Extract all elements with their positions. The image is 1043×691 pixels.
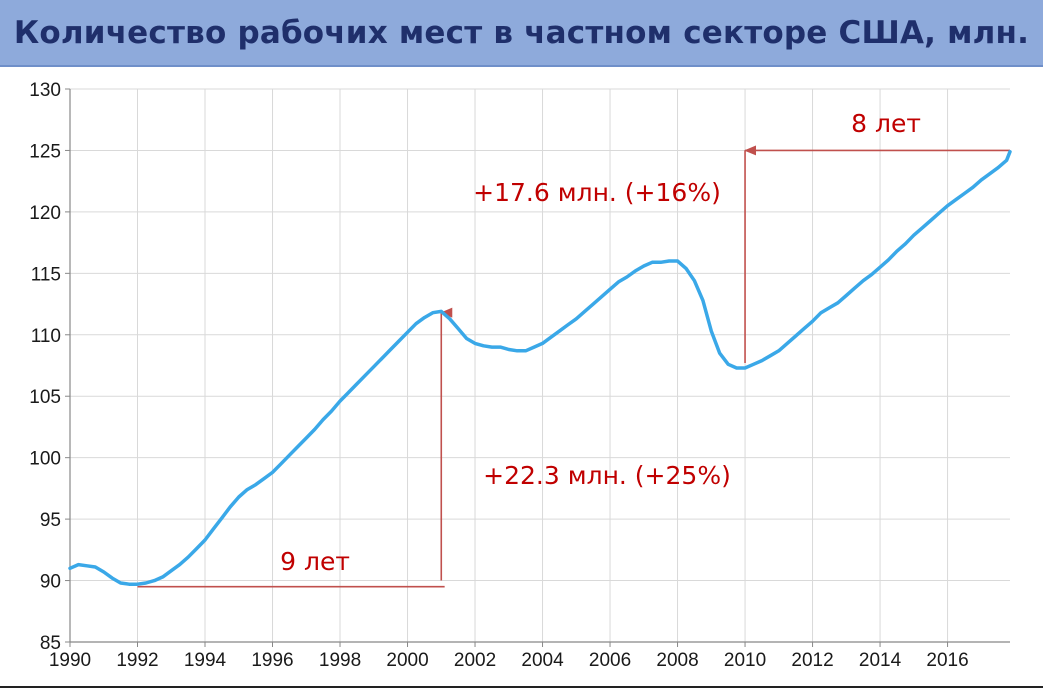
x-tick-label: 2014 [859,650,902,671]
x-tick-label: 2004 [521,650,564,671]
grid [69,88,1010,643]
annotation-growth-2010-2017: +17.6 млн. (+16%) [473,178,721,207]
x-tick-label: 2002 [454,650,496,671]
annotation-growth-1992-2001: +22.3 млн. (+25%) [483,461,731,490]
x-tick-label: 2010 [724,650,766,671]
bottom-border [0,686,1043,688]
axes: 85 90 95 100 105 110 115 120 125 130 1990 1992 1994 1… [29,80,1010,671]
x-tick-label: 1990 [49,650,91,671]
x-tick-label: 1992 [116,650,158,671]
title-bar: Количество рабочих мест в частном сектор… [0,0,1043,67]
x-tick-label: 1996 [251,650,293,671]
y-tick-label: 125 [29,141,61,162]
y-tick-label: 90 [40,572,61,593]
y-tick-label: 115 [31,264,61,285]
x-tick-label: 1998 [319,650,361,671]
y-tick-label: 95 [40,510,61,531]
series-line [68,149,1012,586]
x-tick-label: 2000 [386,650,428,671]
series-layer [68,149,1012,586]
annotation-eight-years: 8 лет [851,109,921,138]
line-chart: 85 90 95 100 105 110 115 120 125 130 1990 1992 1994 1… [29,80,1012,671]
x-tick-label: 2016 [926,650,968,671]
x-tick-label: 2008 [656,650,698,671]
x-tick-label: 2006 [589,650,631,671]
y-tick-label: 105 [29,387,61,408]
y-tick-label: 120 [29,203,61,224]
x-tick-label: 2012 [791,650,833,671]
y-tick-label: 85 [40,633,61,654]
reference-lines [137,145,1010,588]
annotation-nine-years: 9 лет [280,547,350,576]
y-tick-label: 100 [29,449,61,470]
x-tick-label: 1994 [184,650,227,671]
chart-title: Количество рабочих мест в частном сектор… [13,14,1030,51]
annotations: 9 лет +22.3 млн. (+25%) +17.6 млн. (+16%… [280,109,921,576]
y-tick-label: 130 [29,80,61,101]
y-tick-label: 110 [31,326,61,347]
